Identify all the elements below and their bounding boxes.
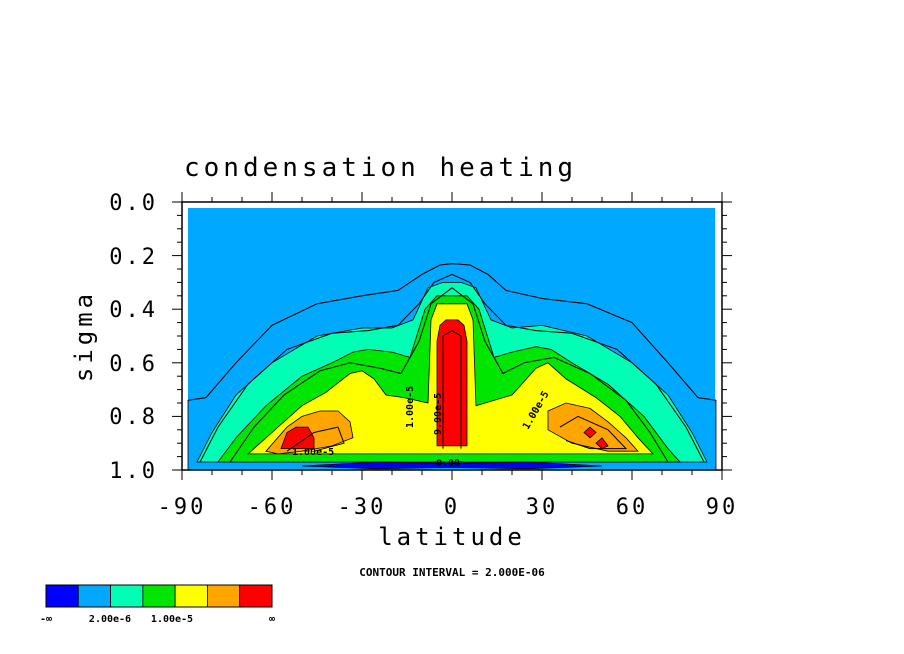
- contour-line: [442, 330, 462, 449]
- chart-title: condensation heating: [184, 153, 577, 183]
- y-tick-label: 0.0: [109, 191, 158, 216]
- x-tick-label: 60: [616, 495, 649, 520]
- x-tick-label: -90: [158, 495, 207, 520]
- contour-interval-note: CONTOUR INTERVAL = 2.000E-06: [359, 566, 545, 579]
- colorbar-swatch: [142, 584, 176, 608]
- contour-fill-level-6: [280, 426, 315, 450]
- contour-line: [199, 273, 705, 463]
- colorbar-swatch: [77, 584, 111, 608]
- axis-ticks: [172, 192, 732, 480]
- x-tick-label: 30: [526, 495, 559, 520]
- colorbar-label-min: -∞: [40, 614, 52, 625]
- colorbar-label: 2.00e-6: [89, 614, 131, 625]
- contour-label-center: 9.00e-5: [433, 393, 444, 435]
- contour-fill-layer: [187, 263, 717, 470]
- contour-line-layer: [187, 263, 717, 463]
- colorbar-label: 1.00e-5: [151, 614, 193, 625]
- x-tick-label: -30: [338, 495, 387, 520]
- y-tick-label: 0.6: [109, 352, 158, 377]
- colorbar: [45, 584, 273, 608]
- colorbar-swatch: [110, 584, 144, 608]
- y-tick-label: 0.8: [109, 405, 158, 430]
- contour-fill-level-0: [301, 461, 603, 470]
- y-tick-label: 0.4: [109, 298, 158, 323]
- y-tick-label: 1.0: [109, 459, 158, 484]
- x-tick-labels: -90 -60 -30 0 30 60 90: [158, 495, 739, 520]
- y-tick-label: 0.2: [109, 245, 158, 270]
- contour-line: [286, 426, 345, 452]
- contour-fill-level-5: [547, 402, 639, 452]
- colorbar-swatch: [45, 584, 79, 608]
- contour-label-left: 1.00e-5: [405, 386, 416, 428]
- colorbar-swatch: [239, 584, 273, 608]
- colorbar-label-max: ∞: [269, 614, 275, 625]
- contour-line: [559, 415, 628, 450]
- x-axis-title: latitude: [378, 523, 526, 551]
- x-tick-label: 0: [444, 495, 460, 520]
- colorbar-swatch: [207, 584, 241, 608]
- x-tick-label: 90: [706, 495, 739, 520]
- contour-line: [229, 287, 669, 463]
- contour-label-bottom-center: 0.00: [436, 458, 460, 469]
- y-axis-title: sigma: [70, 290, 98, 382]
- contour-fill-level-6: [436, 319, 468, 447]
- contour-label-bottom-left: 1.00e-5: [292, 447, 334, 458]
- contour-fill-level-6: [583, 426, 597, 439]
- x-tick-label: -60: [248, 495, 297, 520]
- contour-line: [187, 263, 717, 401]
- colorbar-frame: [45, 584, 273, 608]
- contour-fill-level-6: [595, 437, 609, 450]
- y-tick-labels: 0.0 0.2 0.4 0.6 0.8 1.0: [109, 191, 158, 484]
- colorbar-swatch: [174, 584, 208, 608]
